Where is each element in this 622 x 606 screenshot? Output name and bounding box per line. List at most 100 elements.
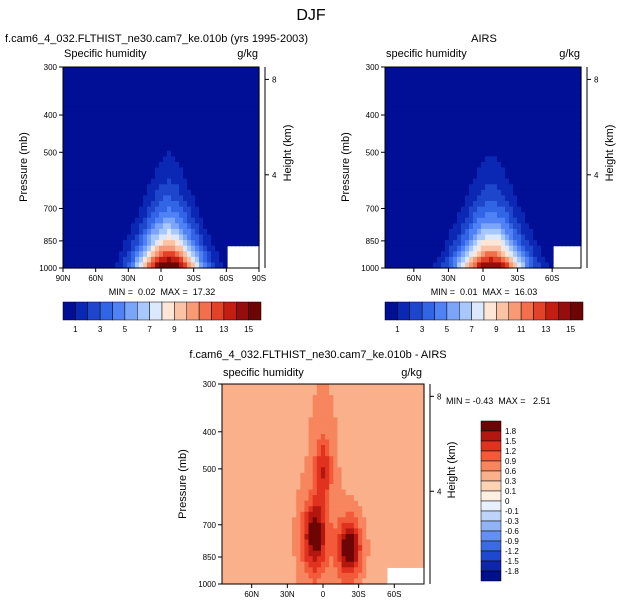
contour-cell: [569, 189, 574, 197]
contour-cell: [79, 161, 84, 169]
contour-cell: [565, 83, 570, 90]
contour-cell: [195, 223, 200, 230]
contour-cell: [509, 122, 514, 130]
contour-cell: [79, 167, 84, 174]
contour-cell: [147, 173, 152, 180]
contour-cell: [267, 461, 273, 468]
contour-cell: [95, 72, 100, 79]
contour-cell: [111, 139, 116, 146]
contour-cell: [155, 100, 160, 107]
contour-cell: [461, 178, 466, 185]
contour-cell: [95, 201, 100, 208]
contour-cell: [441, 223, 446, 230]
contour-cell: [115, 206, 120, 213]
contour-cell: [465, 251, 470, 258]
x-tick-label: 30N: [121, 274, 136, 283]
contour-cell: [561, 234, 566, 241]
contour-cell: [401, 240, 406, 247]
contour-cell: [437, 201, 442, 208]
panel-left-label: specific humidity: [386, 48, 467, 60]
contour-cell: [103, 228, 108, 236]
contour-cell: [231, 94, 236, 102]
contour-cell: [203, 173, 208, 180]
contour-cell: [457, 83, 462, 90]
contour-cell: [557, 122, 562, 130]
contour-cell: [415, 384, 421, 391]
contour-cell: [231, 212, 236, 219]
contour-cell: [199, 167, 204, 174]
contour-cell: [513, 128, 518, 135]
contour-cell: [473, 228, 478, 236]
contour-cell: [239, 72, 244, 79]
contour-cell: [87, 245, 92, 252]
contour-cell: [175, 145, 180, 152]
contour-cell: [401, 189, 406, 197]
contour-cell: [517, 134, 522, 141]
contour-cell: [79, 240, 84, 247]
contour-cell: [63, 134, 68, 141]
contour-cell: [473, 94, 478, 102]
contour-cell: [437, 189, 442, 197]
contour-cell: [287, 506, 293, 513]
contour-cell: [545, 134, 550, 141]
contour-cell: [501, 262, 506, 269]
contour-cell: [477, 178, 482, 185]
contour-cell: [421, 83, 426, 90]
contour-cell: [391, 489, 396, 496]
contour-cell: [179, 201, 184, 208]
contour-cell: [243, 206, 248, 213]
contour-cell: [195, 122, 200, 130]
contour-cell: [389, 134, 394, 141]
contour-cell: [341, 422, 347, 430]
contour-cell: [333, 428, 339, 435]
contour-cell: [246, 422, 252, 430]
contour-cell: [529, 173, 534, 180]
contour-cell: [203, 128, 208, 135]
contour-cell: [231, 189, 236, 197]
contour-cell: [155, 106, 160, 113]
contour-cell: [103, 161, 108, 169]
contour-cell: [505, 89, 510, 96]
contour-cell: [537, 111, 542, 118]
contour-cell: [246, 384, 252, 391]
contour-cell: [419, 422, 425, 430]
x-axis: 90N 60N 30N 0 30S 60S 90S: [56, 268, 266, 283]
contour-cell: [385, 145, 390, 152]
contour-cell: [433, 234, 438, 241]
contour-cell: [115, 72, 120, 79]
contour-cell: [545, 184, 550, 191]
contour-cell: [437, 67, 442, 74]
contour-cell: [349, 467, 355, 474]
contour-cell: [465, 94, 470, 102]
contour-cell: [219, 134, 224, 141]
contour-cell: [401, 161, 406, 169]
contour-cell: [296, 456, 301, 463]
contour-cell: [296, 522, 301, 530]
contour-cell: [557, 111, 562, 118]
contour-cell: [525, 240, 530, 247]
contour-cell: [283, 522, 289, 530]
contour-cell: [549, 67, 554, 74]
contour-cell: [183, 256, 188, 264]
contour-cell: [437, 78, 442, 85]
contour-cell: [163, 89, 168, 96]
contour-cell: [95, 240, 100, 247]
contour-cell: [401, 262, 406, 269]
contour-cell: [203, 212, 208, 219]
contour-cell: [223, 106, 228, 113]
contour-cell: [374, 428, 380, 435]
contour-cell: [71, 100, 76, 107]
x-tick-label: 30N: [441, 274, 456, 283]
contour-cell: [167, 111, 172, 118]
contour-cell: [238, 411, 244, 418]
contour-cell: [246, 434, 252, 441]
contour-cell: [403, 534, 409, 541]
contour-cell: [437, 240, 442, 247]
contour-cell: [497, 122, 502, 130]
contour-cell: [569, 240, 574, 247]
contour-cell: [219, 184, 224, 191]
contour-cell: [67, 156, 72, 163]
contour-cell: [545, 145, 550, 152]
contour-cell: [393, 234, 398, 241]
contour-cell: [143, 228, 148, 236]
